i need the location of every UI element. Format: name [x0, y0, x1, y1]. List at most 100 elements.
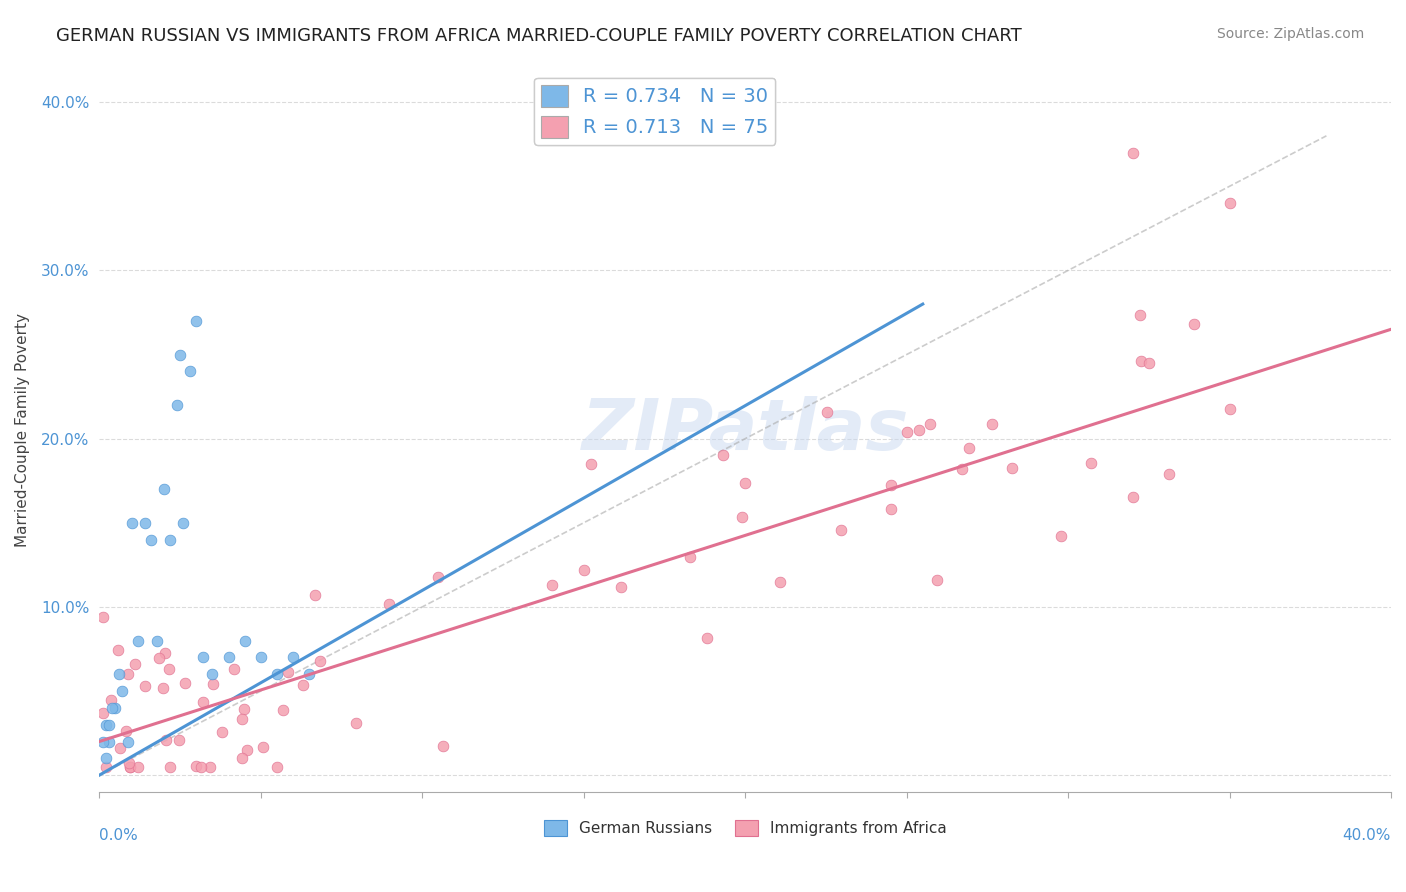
Point [610, 580, 633, 594]
Text: 0.0%: 0.0% [100, 828, 138, 843]
Point [98, 717, 121, 731]
Point [920, 417, 942, 432]
Point [1218, 402, 1240, 417]
Point [127, 760, 149, 774]
Point [100, 692, 122, 706]
Text: 40.0%: 40.0% [1343, 828, 1391, 843]
Point [224, 662, 246, 676]
Point [378, 597, 401, 611]
Point [94, 751, 117, 765]
Point [1137, 355, 1160, 369]
Point [120, 760, 142, 774]
Point [266, 667, 288, 681]
Text: ZIPatlas: ZIPatlas [582, 396, 908, 465]
Point [1129, 308, 1152, 322]
Point [167, 732, 190, 747]
Point [111, 684, 134, 698]
Point [152, 681, 174, 696]
Point [190, 760, 212, 774]
Point [107, 667, 129, 681]
Point [231, 750, 253, 764]
Point [1080, 456, 1102, 470]
Point [94, 717, 117, 731]
Point [233, 702, 256, 716]
Point [146, 633, 169, 648]
Point [157, 662, 180, 676]
Text: Source: ZipAtlas.com: Source: ZipAtlas.com [1216, 27, 1364, 41]
Point [579, 458, 602, 472]
Point [174, 675, 197, 690]
Point [94, 760, 117, 774]
Point [121, 516, 143, 530]
Point [153, 646, 176, 660]
Point [98, 734, 121, 748]
Point [572, 563, 595, 577]
Point [117, 667, 139, 681]
Point [815, 405, 838, 419]
Point [218, 650, 240, 665]
Point [1218, 196, 1240, 211]
Point [201, 667, 224, 681]
Point [304, 588, 326, 602]
Point [1129, 353, 1152, 368]
Point [155, 732, 177, 747]
Y-axis label: Married-Couple Family Poverty: Married-Couple Family Poverty [15, 313, 30, 548]
Point [1050, 529, 1073, 543]
Point [696, 631, 718, 645]
Point [1122, 145, 1144, 160]
Point [344, 715, 367, 730]
Point [191, 650, 214, 665]
Point [769, 575, 792, 590]
Point [169, 347, 191, 361]
Point [107, 643, 129, 657]
Point [236, 743, 259, 757]
Point [1001, 461, 1024, 475]
Point [298, 667, 321, 681]
Point [731, 509, 754, 524]
Point [711, 448, 734, 462]
Point [233, 633, 256, 648]
Point [139, 533, 162, 547]
Point [957, 441, 980, 455]
Point [179, 364, 201, 378]
Point [231, 712, 253, 726]
Point [118, 760, 141, 774]
Point [266, 760, 288, 774]
Point [134, 516, 156, 530]
Point [273, 703, 295, 717]
Point [291, 678, 314, 692]
Point [925, 573, 948, 587]
Point [426, 570, 449, 584]
Point [184, 758, 207, 772]
Legend: R = 0.734   N = 30, R = 0.713   N = 75: R = 0.734 N = 30, R = 0.713 N = 75 [534, 78, 775, 145]
Point [541, 578, 564, 592]
Point [309, 654, 332, 668]
Point [198, 760, 221, 774]
Point [148, 650, 170, 665]
Point [159, 533, 181, 547]
Point [1182, 317, 1205, 331]
Point [117, 734, 139, 748]
Point [980, 417, 1002, 431]
Point [950, 462, 973, 476]
Point [91, 734, 114, 748]
Point [1122, 490, 1144, 504]
Point [159, 760, 181, 774]
Point [114, 723, 136, 738]
Point [1159, 467, 1181, 482]
Text: GERMAN RUSSIAN VS IMMIGRANTS FROM AFRICA MARRIED-COUPLE FAMILY POVERTY CORRELATI: GERMAN RUSSIAN VS IMMIGRANTS FROM AFRICA… [56, 27, 1022, 45]
Point [101, 701, 124, 715]
Point [896, 425, 918, 439]
Point [277, 665, 299, 679]
Point [679, 549, 702, 564]
Point [91, 610, 114, 624]
Point [104, 701, 127, 715]
Point [172, 516, 194, 530]
Point [252, 740, 274, 755]
Point [118, 756, 141, 771]
Point [153, 482, 176, 496]
Point [211, 725, 233, 739]
Point [908, 423, 931, 437]
Point [166, 398, 188, 412]
Point [124, 657, 146, 671]
